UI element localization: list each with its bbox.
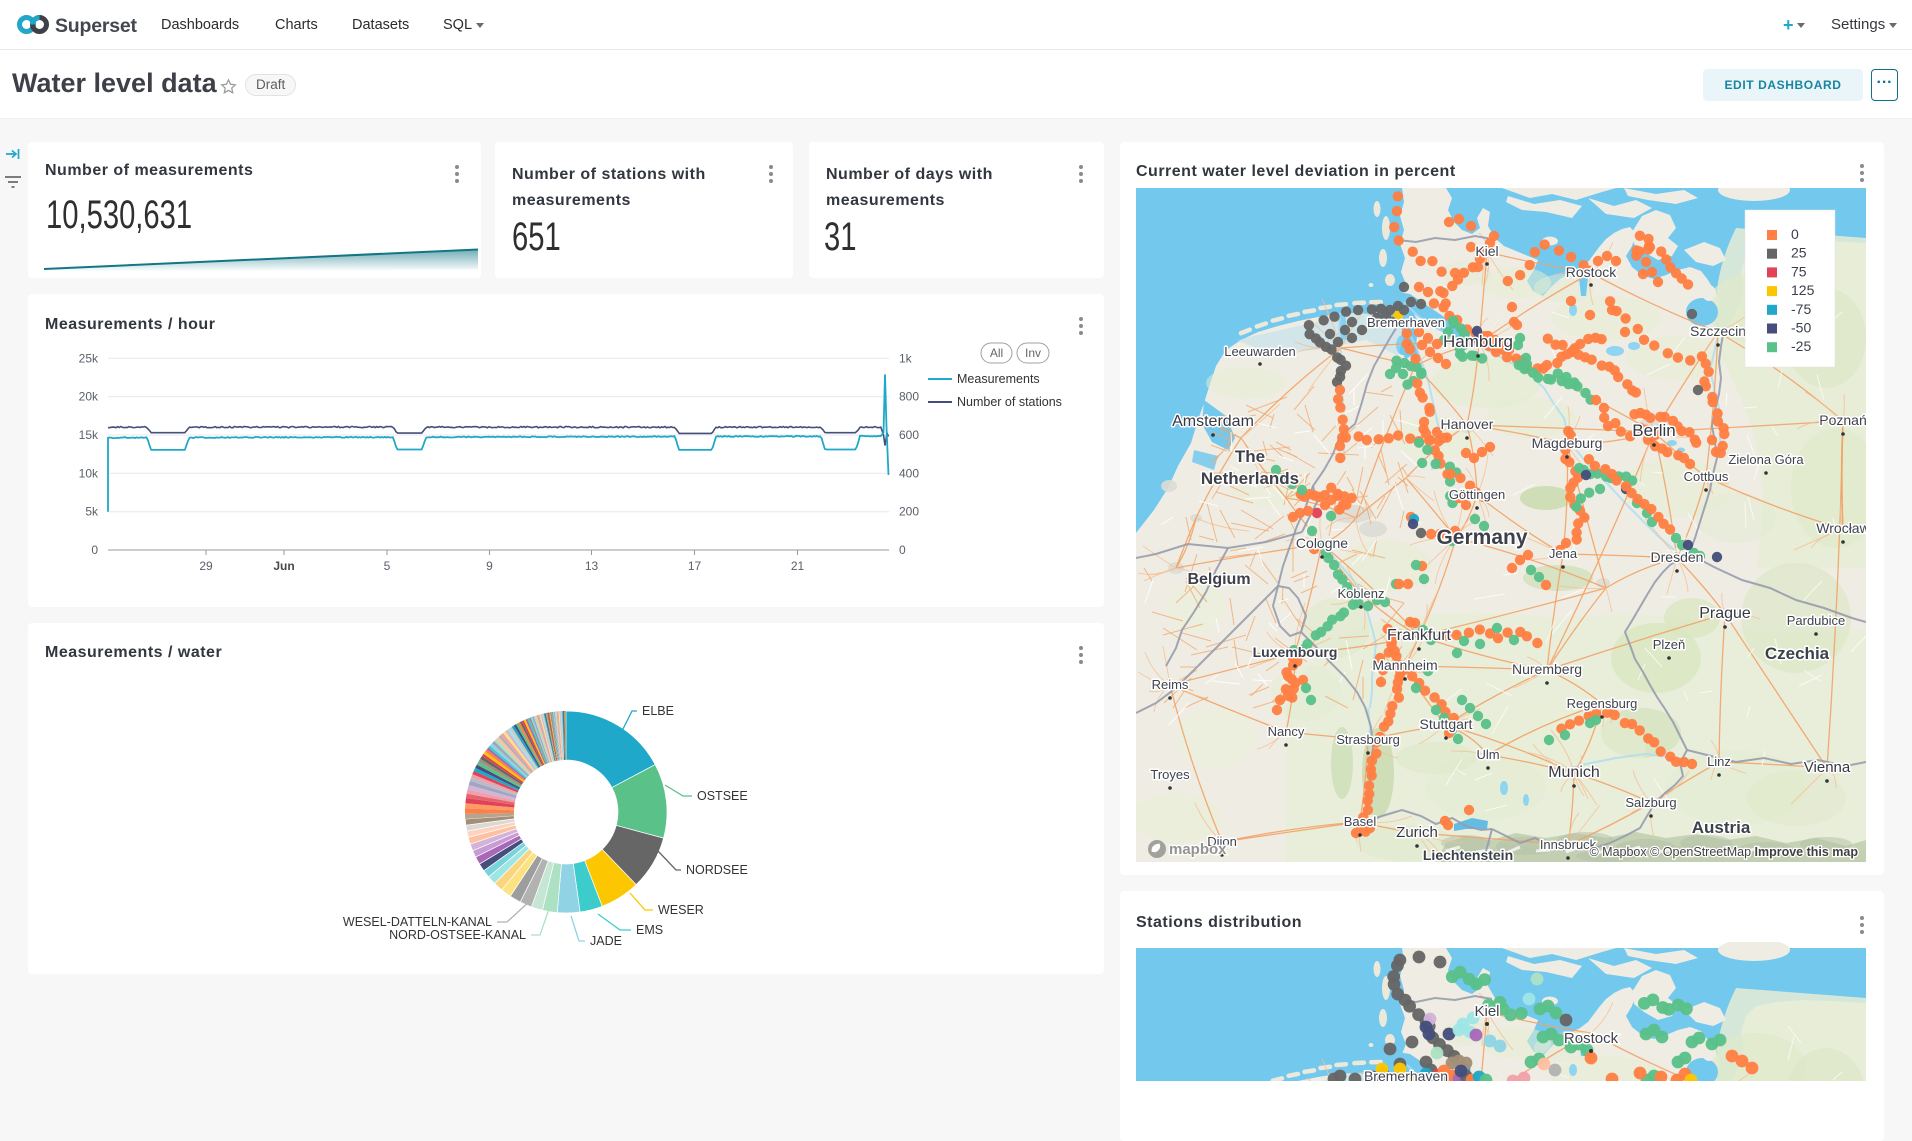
svg-text:Hanover: Hanover [1441, 416, 1494, 432]
svg-text:800: 800 [899, 390, 919, 404]
svg-text:-25: -25 [1791, 338, 1811, 354]
svg-text:Dresden: Dresden [1651, 549, 1704, 565]
svg-text:WESEL-DATTELN-KANAL: WESEL-DATTELN-KANAL [343, 915, 492, 929]
svg-text:25k: 25k [79, 351, 99, 365]
svg-text:Kiel: Kiel [1475, 243, 1498, 259]
svg-text:Liechtenstein: Liechtenstein [1423, 847, 1513, 862]
svg-text:JADE: JADE [590, 934, 622, 948]
svg-text:Magdeburg: Magdeburg [1532, 435, 1603, 451]
svg-text:Vienna: Vienna [1804, 759, 1851, 776]
svg-text:© Mapbox © OpenStreetMap Impro: © Mapbox © OpenStreetMap Improve this ma… [1589, 845, 1858, 859]
svg-text:Berlin: Berlin [1632, 421, 1675, 440]
svg-text:Prague: Prague [1699, 605, 1751, 622]
svg-text:Nuremberg: Nuremberg [1512, 661, 1582, 677]
svg-text:All: All [990, 346, 1003, 360]
svg-text:Austria: Austria [1692, 818, 1751, 837]
svg-text:-50: -50 [1791, 320, 1811, 336]
svg-text:0: 0 [1791, 226, 1799, 242]
svg-text:Poznań: Poznań [1819, 412, 1866, 428]
svg-text:600: 600 [899, 428, 919, 442]
svg-text:Germany: Germany [1436, 526, 1527, 549]
svg-text:5k: 5k [85, 505, 99, 519]
svg-text:Ulm: Ulm [1476, 747, 1499, 762]
svg-text:Superset: Superset [55, 15, 138, 37]
svg-text:125: 125 [1791, 282, 1815, 298]
svg-text:Measurements: Measurements [957, 372, 1040, 386]
svg-text:Innsbruck: Innsbruck [1540, 837, 1597, 852]
svg-text:Hamburg: Hamburg [1443, 332, 1513, 351]
svg-text:Plzeň: Plzeň [1653, 637, 1686, 652]
svg-text:ELBE: ELBE [642, 704, 674, 718]
svg-text:Bremerhaven: Bremerhaven [1364, 1068, 1448, 1081]
svg-text:9: 9 [486, 559, 493, 573]
svg-text:Rostock: Rostock [1566, 264, 1618, 280]
svg-text:Zurich: Zurich [1396, 824, 1438, 841]
svg-text:20k: 20k [79, 390, 99, 404]
svg-text:10k: 10k [79, 466, 99, 480]
svg-text:Regensburg: Regensburg [1567, 696, 1638, 711]
svg-text:Koblenz: Koblenz [1338, 586, 1385, 601]
svg-text:Czechia: Czechia [1765, 644, 1830, 663]
svg-text:Bremerhaven: Bremerhaven [1367, 315, 1445, 330]
svg-text:400: 400 [899, 466, 919, 480]
svg-text:The: The [1235, 447, 1265, 466]
svg-text:NORDSEE: NORDSEE [686, 863, 748, 877]
svg-text:Wrocław: Wrocław [1816, 520, 1866, 536]
svg-text:17: 17 [688, 559, 702, 573]
svg-text:Kiel: Kiel [1474, 1003, 1499, 1020]
svg-text:Nancy: Nancy [1268, 724, 1305, 739]
svg-text:Rostock: Rostock [1564, 1030, 1619, 1047]
svg-text:Frankfurt: Frankfurt [1387, 627, 1452, 644]
svg-text:Amsterdam: Amsterdam [1172, 413, 1254, 430]
svg-text:Number of stations: Number of stations [957, 395, 1062, 409]
svg-text:15k: 15k [79, 428, 99, 442]
svg-text:Göttingen: Göttingen [1449, 487, 1505, 502]
svg-text:Szczecin: Szczecin [1690, 323, 1746, 339]
svg-text:75: 75 [1791, 263, 1807, 279]
svg-text:Mannheim: Mannheim [1372, 657, 1437, 673]
svg-text:21: 21 [791, 559, 805, 573]
svg-text:OSTSEE: OSTSEE [697, 789, 748, 803]
svg-text:Luxembourg: Luxembourg [1253, 644, 1338, 660]
svg-text:Jena: Jena [1549, 546, 1578, 561]
svg-text:Strasbourg: Strasbourg [1336, 732, 1400, 747]
svg-text:Cologne: Cologne [1296, 535, 1348, 551]
svg-text:mapbox: mapbox [1169, 841, 1227, 858]
svg-text:Munich: Munich [1548, 764, 1600, 781]
svg-text:Leeuwarden: Leeuwarden [1224, 344, 1296, 359]
svg-text:Linz: Linz [1707, 754, 1731, 769]
svg-text:Pardubice: Pardubice [1787, 613, 1846, 628]
svg-text:1k: 1k [899, 351, 913, 365]
svg-text:Reims: Reims [1152, 677, 1189, 692]
svg-text:Belgium: Belgium [1187, 571, 1250, 588]
svg-text:-75: -75 [1791, 301, 1811, 317]
svg-text:Dijon: Dijon [1207, 834, 1237, 849]
svg-text:Inv: Inv [1025, 346, 1041, 360]
svg-text:0: 0 [899, 543, 906, 557]
svg-text:Salzburg: Salzburg [1625, 795, 1676, 810]
svg-text:Stuttgart: Stuttgart [1420, 716, 1473, 732]
svg-text:5: 5 [384, 559, 391, 573]
svg-text:29: 29 [199, 559, 213, 573]
svg-text:EMS: EMS [636, 923, 663, 937]
svg-text:Cottbus: Cottbus [1684, 469, 1729, 484]
svg-text:Zielona Góra: Zielona Góra [1728, 452, 1804, 467]
svg-text:13: 13 [585, 559, 599, 573]
svg-text:WESER: WESER [658, 903, 704, 917]
svg-text:Jun: Jun [273, 559, 294, 573]
svg-text:200: 200 [899, 505, 919, 519]
svg-text:Netherlands: Netherlands [1201, 469, 1299, 488]
svg-text:0: 0 [91, 543, 98, 557]
svg-text:25: 25 [1791, 245, 1807, 261]
svg-text:NORD-OSTSEE-KANAL: NORD-OSTSEE-KANAL [389, 928, 526, 942]
svg-text:Troyes: Troyes [1150, 767, 1190, 782]
svg-text:Basel: Basel [1344, 814, 1377, 829]
